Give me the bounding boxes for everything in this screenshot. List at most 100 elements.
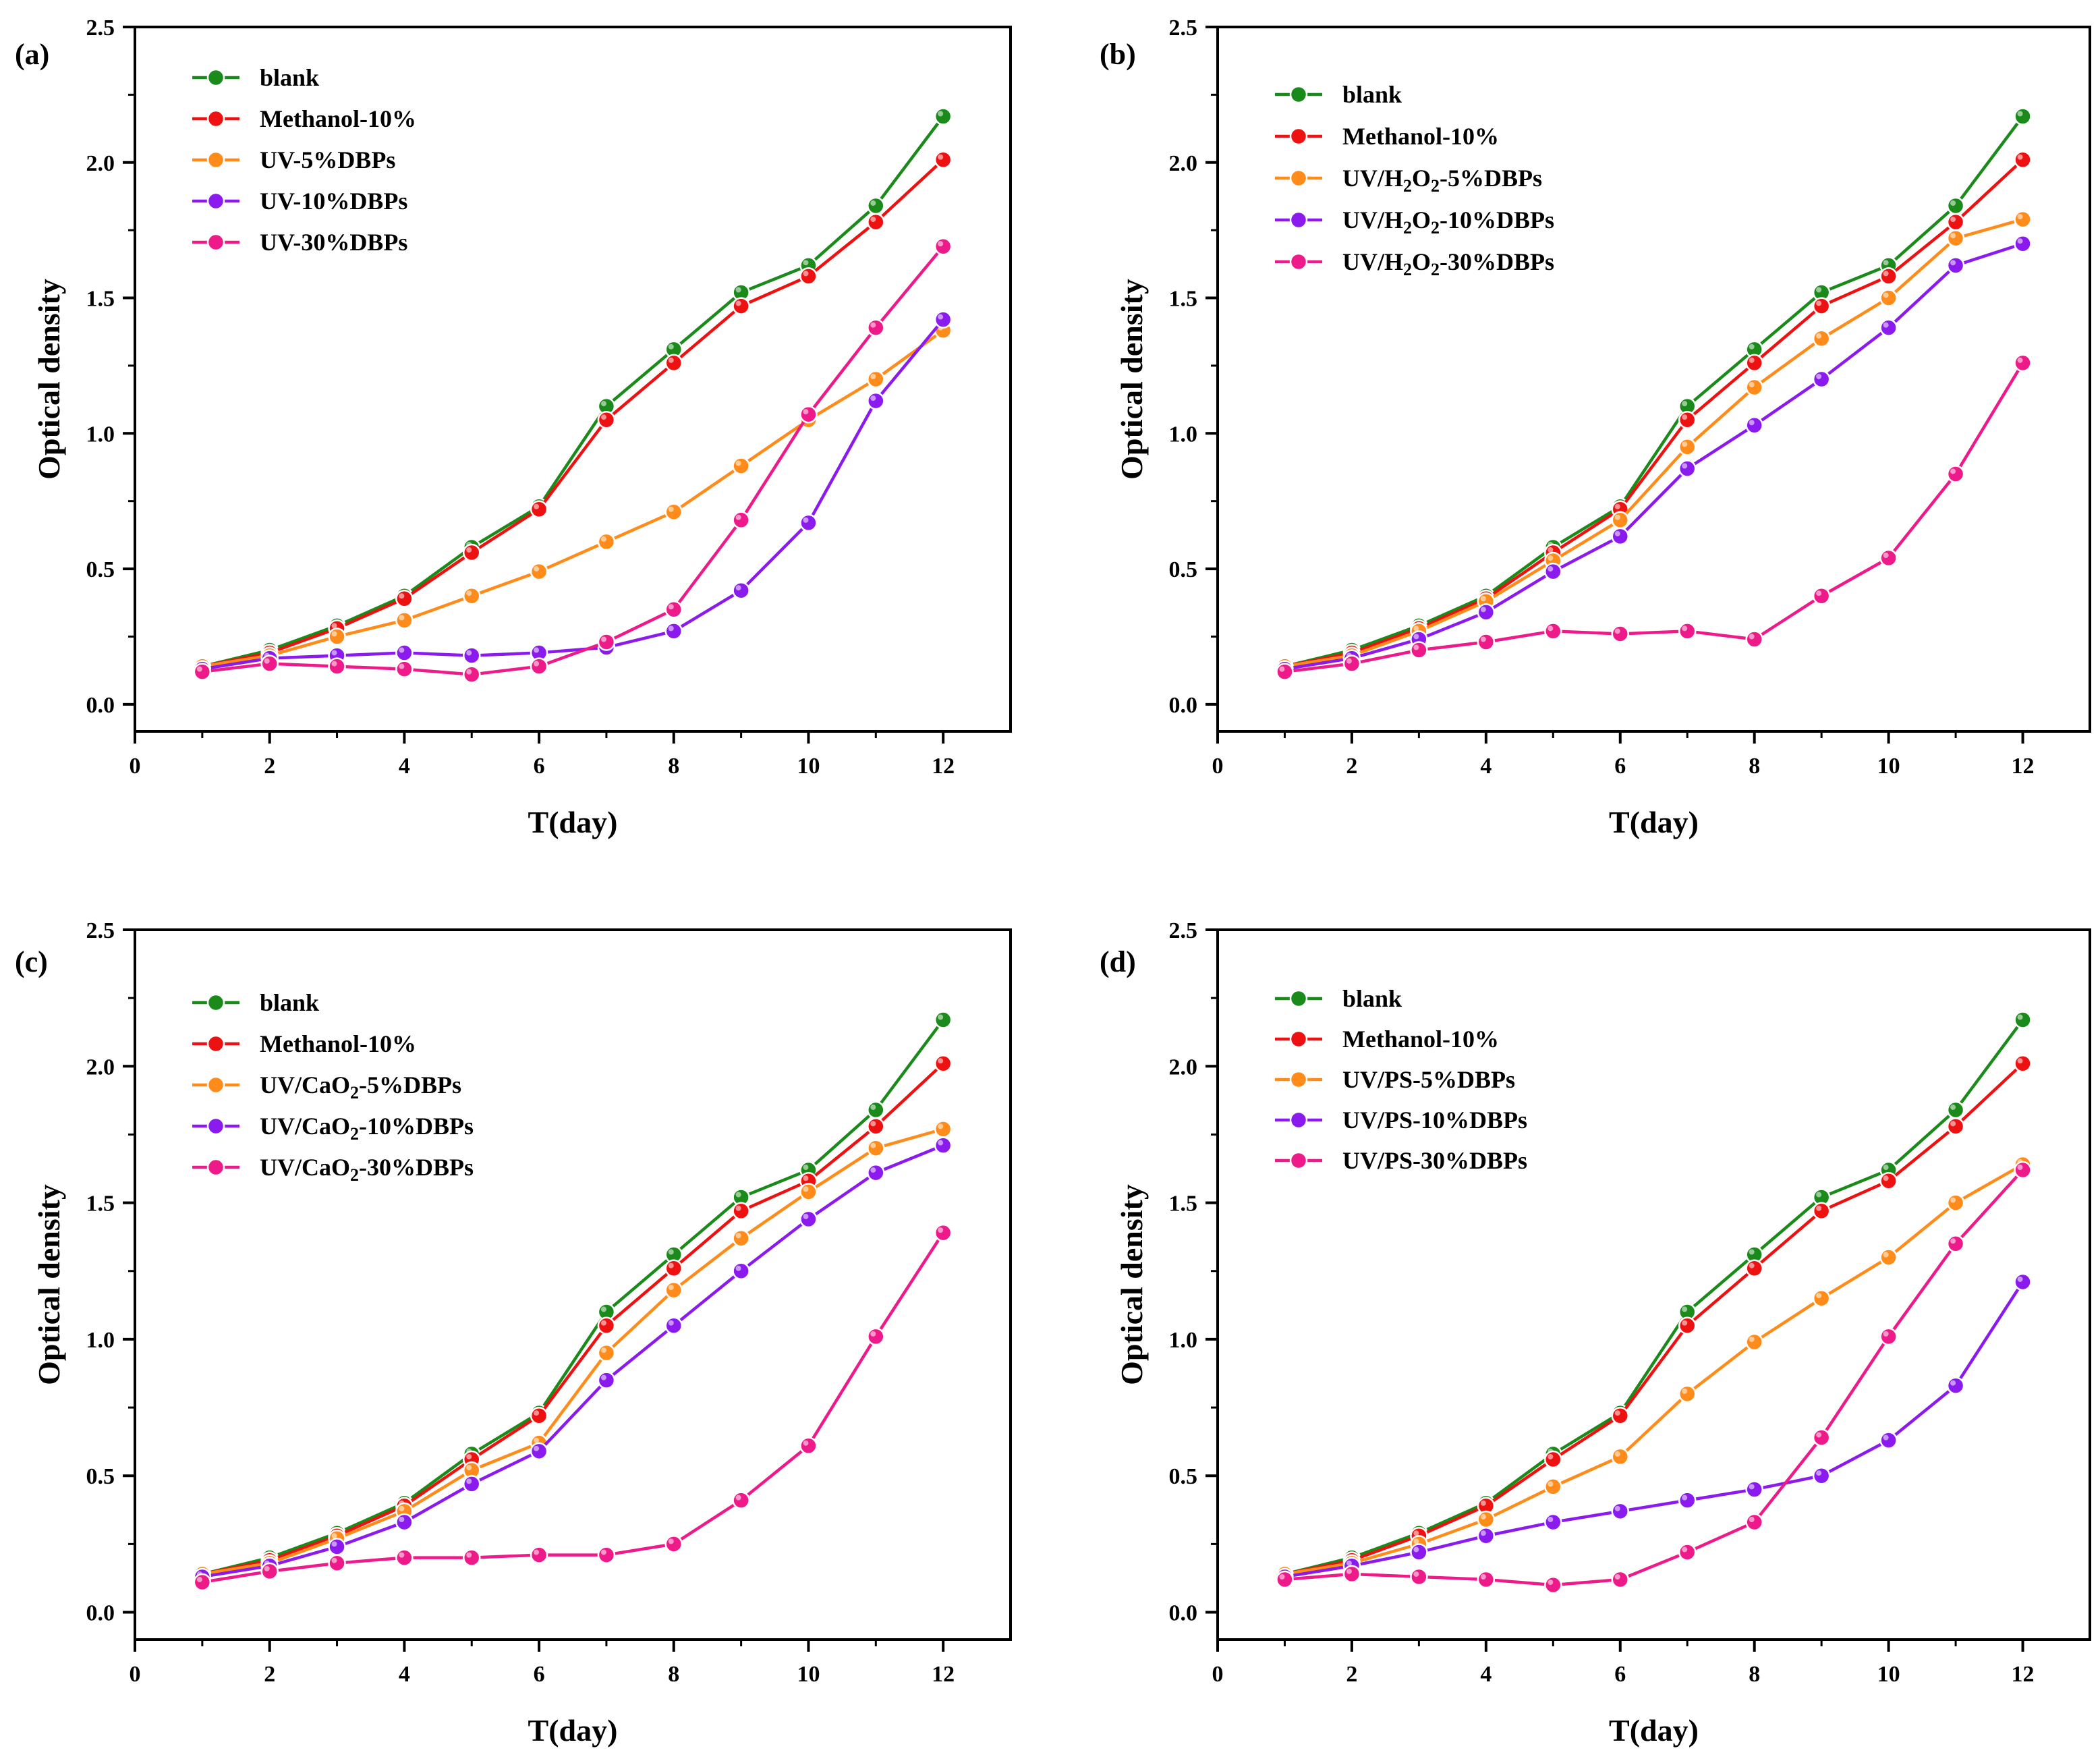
data-point-highlight	[1749, 1249, 1755, 1255]
legend-label-part: blank	[260, 64, 319, 91]
x-tick-label: 10	[1877, 1662, 1900, 1687]
y-tick-label: 0.0	[86, 1601, 115, 1626]
data-point-highlight	[399, 1505, 405, 1511]
data-point	[395, 1548, 414, 1567]
panel-label: (a)	[15, 38, 49, 71]
series-line	[1284, 1019, 2024, 1576]
y-tick-label: 2.5	[86, 918, 115, 943]
series-line	[202, 115, 944, 668]
x-tick-label: 8	[1749, 754, 1760, 779]
data-point	[1812, 1289, 1831, 1308]
data-point-highlight	[1816, 300, 1822, 306]
data-point	[867, 213, 885, 231]
data-point-highlight	[1816, 590, 1822, 596]
data-point	[597, 1546, 616, 1564]
data-point-highlight	[1816, 287, 1822, 293]
legend-marker	[1289, 169, 1308, 188]
data-point	[664, 1316, 683, 1335]
plot-frame	[134, 928, 1012, 1641]
data-point-highlight	[331, 631, 337, 637]
data-point	[934, 150, 953, 169]
x-tick-label: 0	[1212, 754, 1224, 779]
legend-label-part: UV/H	[1342, 248, 1403, 275]
data-point-highlight	[1816, 374, 1822, 379]
data-point-highlight	[938, 241, 944, 247]
data-point	[934, 1136, 953, 1154]
data-point	[260, 1562, 279, 1581]
data-point	[664, 1259, 683, 1277]
legend-label-part: Methanol-10%	[260, 105, 416, 132]
data-point	[530, 1442, 548, 1461]
data-point	[1477, 1570, 1496, 1589]
data-point	[1678, 410, 1697, 429]
data-point	[732, 1262, 750, 1281]
data-point	[1745, 1480, 1763, 1499]
data-point	[1946, 196, 1965, 215]
data-point-highlight	[1682, 1546, 1688, 1553]
legend-label-part: UV/CaO	[260, 1154, 350, 1181]
data-point-highlight	[1413, 634, 1419, 640]
data-point-highlight	[1749, 1336, 1755, 1342]
data-point-highlight	[1950, 233, 1956, 239]
data-point-highlight	[1883, 1175, 1889, 1181]
data-point-highlight	[1749, 1484, 1755, 1490]
data-point-highlight	[1614, 628, 1620, 634]
y-tick-label: 2.0	[86, 151, 115, 176]
data-point-highlight	[1883, 271, 1889, 277]
data-point-highlight	[735, 300, 741, 306]
data-point-highlight	[1548, 1580, 1554, 1586]
data-point	[1477, 603, 1496, 621]
data-point	[597, 1371, 616, 1389]
y-tick-label: 1.5	[1169, 287, 1198, 312]
legend-label-part: blank	[1342, 81, 1402, 108]
data-point	[462, 1548, 481, 1567]
data-point-highlight	[938, 1123, 944, 1129]
data-point	[328, 657, 346, 675]
data-point	[530, 1546, 548, 1564]
legend-label: UV/PS-5%DBPs	[1342, 1066, 1515, 1093]
legend-label-part: UV/CaO	[260, 1071, 350, 1098]
data-point	[462, 665, 481, 683]
y-tick-label: 0.5	[1169, 557, 1198, 582]
data-point-highlight	[735, 1233, 741, 1239]
legend-label-part: Methanol-10%	[1342, 123, 1499, 150]
data-point	[1946, 256, 1965, 275]
data-point	[1812, 297, 1831, 315]
legend-label: Methanol-10%	[1342, 1026, 1499, 1053]
y-tick-label: 1.0	[86, 422, 115, 447]
legend-marker	[1289, 1151, 1308, 1170]
data-point-highlight	[264, 1565, 270, 1571]
legend-label: UV-5%DBPs	[260, 146, 395, 173]
series-line	[202, 1231, 945, 1584]
data-point-highlight	[1883, 322, 1889, 328]
panel-label: (b)	[1100, 38, 1136, 71]
data-point-highlight	[1614, 1573, 1620, 1580]
data-point-highlight	[938, 154, 944, 160]
legend-label: UV/CaO2-5%DBPs	[260, 1071, 461, 1102]
legend-label-part: UV/PS-10%DBPs	[1342, 1107, 1527, 1134]
data-point-highlight	[466, 547, 472, 553]
y-tick-label: 0.0	[1169, 693, 1198, 718]
legend-label-part: 2	[350, 1124, 359, 1144]
data-point-highlight	[803, 517, 809, 523]
data-point-highlight	[870, 200, 876, 206]
data-point-highlight	[668, 625, 674, 632]
data-point-highlight	[1480, 1530, 1486, 1536]
data-point	[1745, 416, 1763, 435]
data-point-highlight	[600, 401, 606, 407]
plot-frame	[1216, 928, 2091, 1641]
data-point-highlight	[1279, 1573, 1285, 1580]
data-point-highlight	[466, 1552, 472, 1558]
data-point-highlight	[735, 287, 741, 293]
data-point	[395, 1513, 414, 1532]
data-point-highlight	[2017, 154, 2023, 160]
data-point-highlight	[1480, 607, 1486, 613]
legend-marker	[206, 192, 225, 211]
data-point	[1879, 1327, 1898, 1346]
data-point	[867, 196, 885, 215]
data-point-highlight	[1548, 1481, 1554, 1487]
data-point-highlight	[1480, 1573, 1486, 1580]
data-point	[732, 1229, 750, 1248]
data-point	[193, 663, 212, 681]
legend-marker	[206, 150, 225, 169]
